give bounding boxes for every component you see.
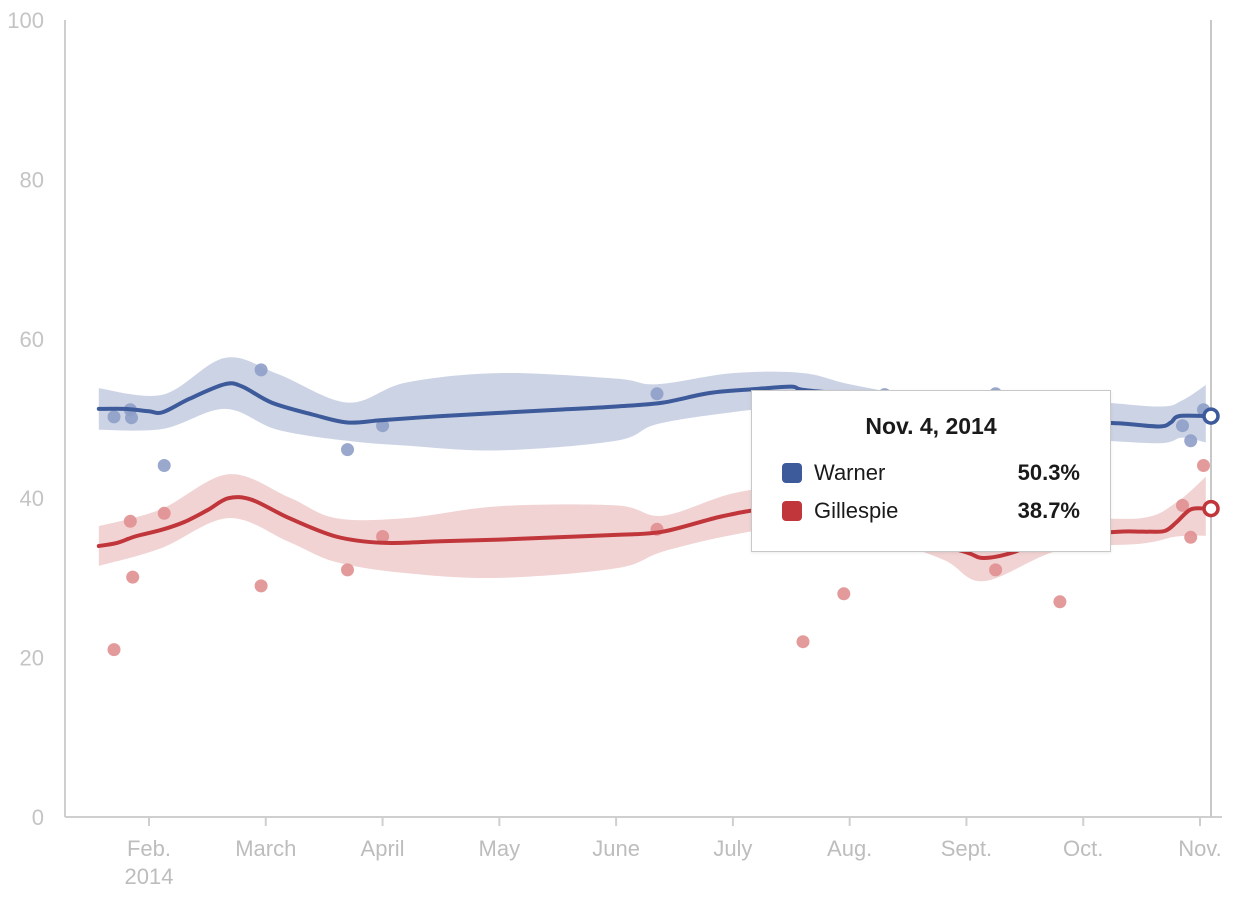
poll-dots bbox=[107, 363, 1210, 657]
y-tick-label-0: 0 bbox=[32, 805, 44, 830]
gillespie-poll-dot bbox=[341, 563, 354, 577]
gillespie-poll-dot bbox=[123, 514, 137, 528]
tooltip-name-gillespie: Gillespie bbox=[814, 498, 899, 523]
warner-poll-dot bbox=[157, 459, 171, 472]
y-tick-label-20: 20 bbox=[20, 646, 44, 671]
warner-poll-dot bbox=[125, 411, 138, 425]
gillespie-end-marker bbox=[1202, 499, 1220, 518]
warner-poll-dot bbox=[341, 443, 354, 457]
y-tick-label-100: 100 bbox=[7, 8, 44, 33]
x-tick-label-april: April bbox=[361, 836, 405, 861]
x-tick-label-march: March bbox=[235, 836, 296, 861]
warner-poll-dot bbox=[1184, 434, 1198, 448]
gillespie-poll-dot bbox=[157, 506, 171, 520]
tooltip-name-warner: Warner bbox=[814, 460, 886, 485]
y-axis-ticks: 0 20 40 60 80 100 bbox=[7, 8, 44, 830]
gillespie-poll-dot bbox=[796, 635, 810, 649]
gillespie-poll-dot bbox=[107, 643, 121, 657]
warner-poll-dot bbox=[1176, 419, 1189, 433]
gillespie-poll-dot bbox=[1176, 498, 1189, 512]
gillespie-poll-dot bbox=[254, 579, 268, 593]
x-tick-label-july: July bbox=[713, 836, 752, 861]
warner-end-marker bbox=[1202, 407, 1220, 425]
tooltip-value-warner: 50.3% bbox=[1017, 460, 1080, 485]
gillespie-poll-dot bbox=[126, 570, 140, 584]
x-tick-label-june: June bbox=[592, 836, 640, 861]
gillespie-poll-dot bbox=[989, 563, 1003, 577]
y-tick-label-60: 60 bbox=[20, 327, 44, 352]
tooltip-row-warner: Warner 50.3% bbox=[782, 460, 1080, 490]
x-axis-ticks: Feb. 2014 March April May June July Aug. Sept. Oc… bbox=[125, 817, 1222, 889]
gillespie-trend-line bbox=[96, 495, 1208, 560]
x-tick-label-may: May bbox=[479, 836, 521, 861]
warner-swatch bbox=[782, 463, 802, 483]
x-tick-label-aug: Aug. bbox=[827, 836, 872, 861]
gillespie-poll-dot bbox=[1197, 459, 1210, 472]
warner-poll-dot bbox=[650, 387, 664, 401]
x-tick-sublabel-year: 2014 bbox=[125, 864, 174, 889]
gillespie-poll-dot bbox=[376, 530, 390, 543]
gillespie-poll-dot bbox=[1184, 530, 1198, 544]
tooltip-row-gillespie: Gillespie 38.7% bbox=[782, 498, 1080, 528]
end-markers bbox=[1202, 407, 1220, 518]
x-tick-label-feb: Feb. bbox=[127, 836, 171, 861]
warner-poll-dot bbox=[107, 410, 121, 424]
y-tick-label-40: 40 bbox=[20, 486, 44, 511]
x-tick-label-oct: Oct. bbox=[1063, 836, 1103, 861]
x-tick-label-sept: Sept. bbox=[941, 836, 992, 861]
gillespie-poll-dot bbox=[837, 587, 851, 601]
warner-poll-dot bbox=[254, 363, 268, 377]
tooltip-date: Nov. 4, 2014 bbox=[865, 413, 997, 439]
hover-tooltip: Nov. 4, 2014 Warner 50.3% Gillespie 38.7… bbox=[751, 390, 1111, 552]
y-tick-label-80: 80 bbox=[20, 167, 44, 192]
gillespie-swatch bbox=[782, 501, 802, 521]
tooltip-value-gillespie: 38.7% bbox=[1017, 498, 1080, 523]
x-tick-label-nov: Nov. bbox=[1178, 836, 1222, 861]
gillespie-poll-dot bbox=[1053, 595, 1067, 609]
warner-poll-dot bbox=[376, 419, 390, 433]
